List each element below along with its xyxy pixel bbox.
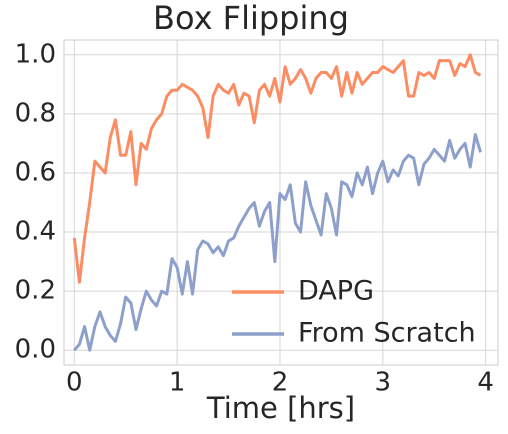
- x-tick-label: 1: [169, 368, 186, 398]
- x-tick-label: 0: [66, 368, 83, 398]
- y-tick-label: 1.0: [15, 39, 56, 69]
- y-tick-label: 0.2: [15, 276, 56, 306]
- x-tick-label: 3: [375, 368, 392, 398]
- y-tick-label: 0.8: [15, 98, 56, 128]
- y-tick-label: 0.0: [15, 335, 56, 365]
- data-line: [73, 133, 482, 352]
- x-tick-label: 4: [477, 368, 494, 398]
- y-tick-label: 0.6: [15, 157, 56, 187]
- legend-label: DAPG: [298, 276, 374, 307]
- chart-title: Box Flipping: [153, 0, 349, 37]
- x-tick-label: 2: [272, 368, 289, 398]
- legend-label: From Scratch: [298, 318, 476, 349]
- data-line: [72, 53, 482, 284]
- y-tick-label: 0.4: [15, 217, 56, 247]
- x-axis-label: Time [hrs]: [206, 391, 355, 425]
